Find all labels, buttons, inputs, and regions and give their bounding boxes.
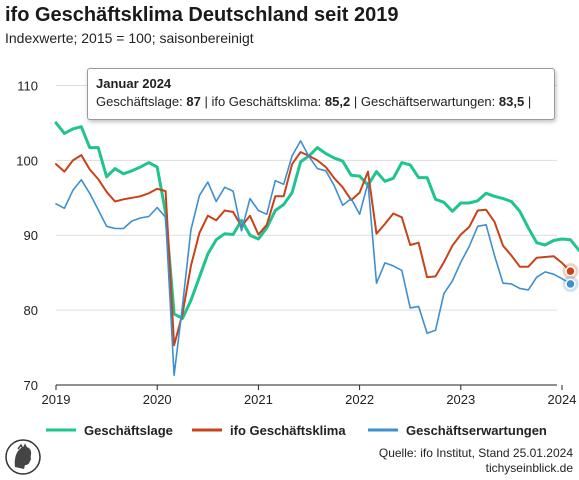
tooltip-label-klima: ifo Geschäftsklima: xyxy=(211,94,322,109)
tooltip-separator: | xyxy=(527,94,532,109)
tooltip-separator: | xyxy=(204,94,208,109)
tooltip-title: Januar 2024 xyxy=(96,76,172,91)
y-tick-label: 90 xyxy=(24,228,38,243)
chart-subtitle: Indexwerte; 2015 = 100; saisonbereinigt xyxy=(5,30,254,46)
brand-text: tichyseinblick.de xyxy=(485,461,573,475)
x-tick-label: 2023 xyxy=(446,392,475,407)
tooltip-values: Geschäftslage: 87 | ifo Geschäftsklima: … xyxy=(96,94,531,109)
end-marker-geschaeftserwartungen xyxy=(565,278,576,290)
x-tick-label: 2024 xyxy=(548,392,577,407)
legend-geschaeftserwartungen-label: Geschäftserwartungen xyxy=(406,423,547,438)
tooltip-value-klima: 85,2 xyxy=(324,94,351,109)
y-tick-label: 110 xyxy=(17,78,38,93)
legend-geschaeftsklima-label: ifo Geschäftsklima xyxy=(230,423,346,438)
chart-title: ifo Geschäftsklima Deutschland seit 2019 xyxy=(5,4,399,26)
tooltip-label-erwartungen: Geschäftserwartungen: xyxy=(360,94,496,109)
tooltip-value-erwartungen: 83,5 xyxy=(498,94,525,109)
y-tick-label: 100 xyxy=(16,153,38,168)
y-tick-label: 70 xyxy=(24,378,38,393)
series-line-geschaeftslage xyxy=(54,121,579,320)
x-tick-label: 2019 xyxy=(42,392,71,407)
tooltip-label-lage: Geschäftslage: xyxy=(96,94,183,109)
y-tick-label: 80 xyxy=(24,303,38,318)
tooltip: Januar 2024 Geschäftslage: 87 | ifo Gesc… xyxy=(87,68,555,120)
x-tick-label: 2021 xyxy=(244,392,273,407)
x-tick-label: 2022 xyxy=(345,392,374,407)
end-marker-geschaeftsklima xyxy=(565,265,576,277)
x-tick-label: 2020 xyxy=(143,392,172,407)
series-line-geschaeftserwartungen xyxy=(55,140,572,377)
tichys-einblick-logo xyxy=(5,439,41,475)
tooltip-separator: | xyxy=(353,94,358,109)
legend-geschaeftslage-label: Geschäftslage xyxy=(84,423,173,438)
tooltip-value-lage: 87 xyxy=(186,94,201,109)
series-line-geschaeftsklima xyxy=(55,151,572,347)
source-note: Quelle: ifo Institut, Stand 25.01.2024 xyxy=(378,446,573,460)
